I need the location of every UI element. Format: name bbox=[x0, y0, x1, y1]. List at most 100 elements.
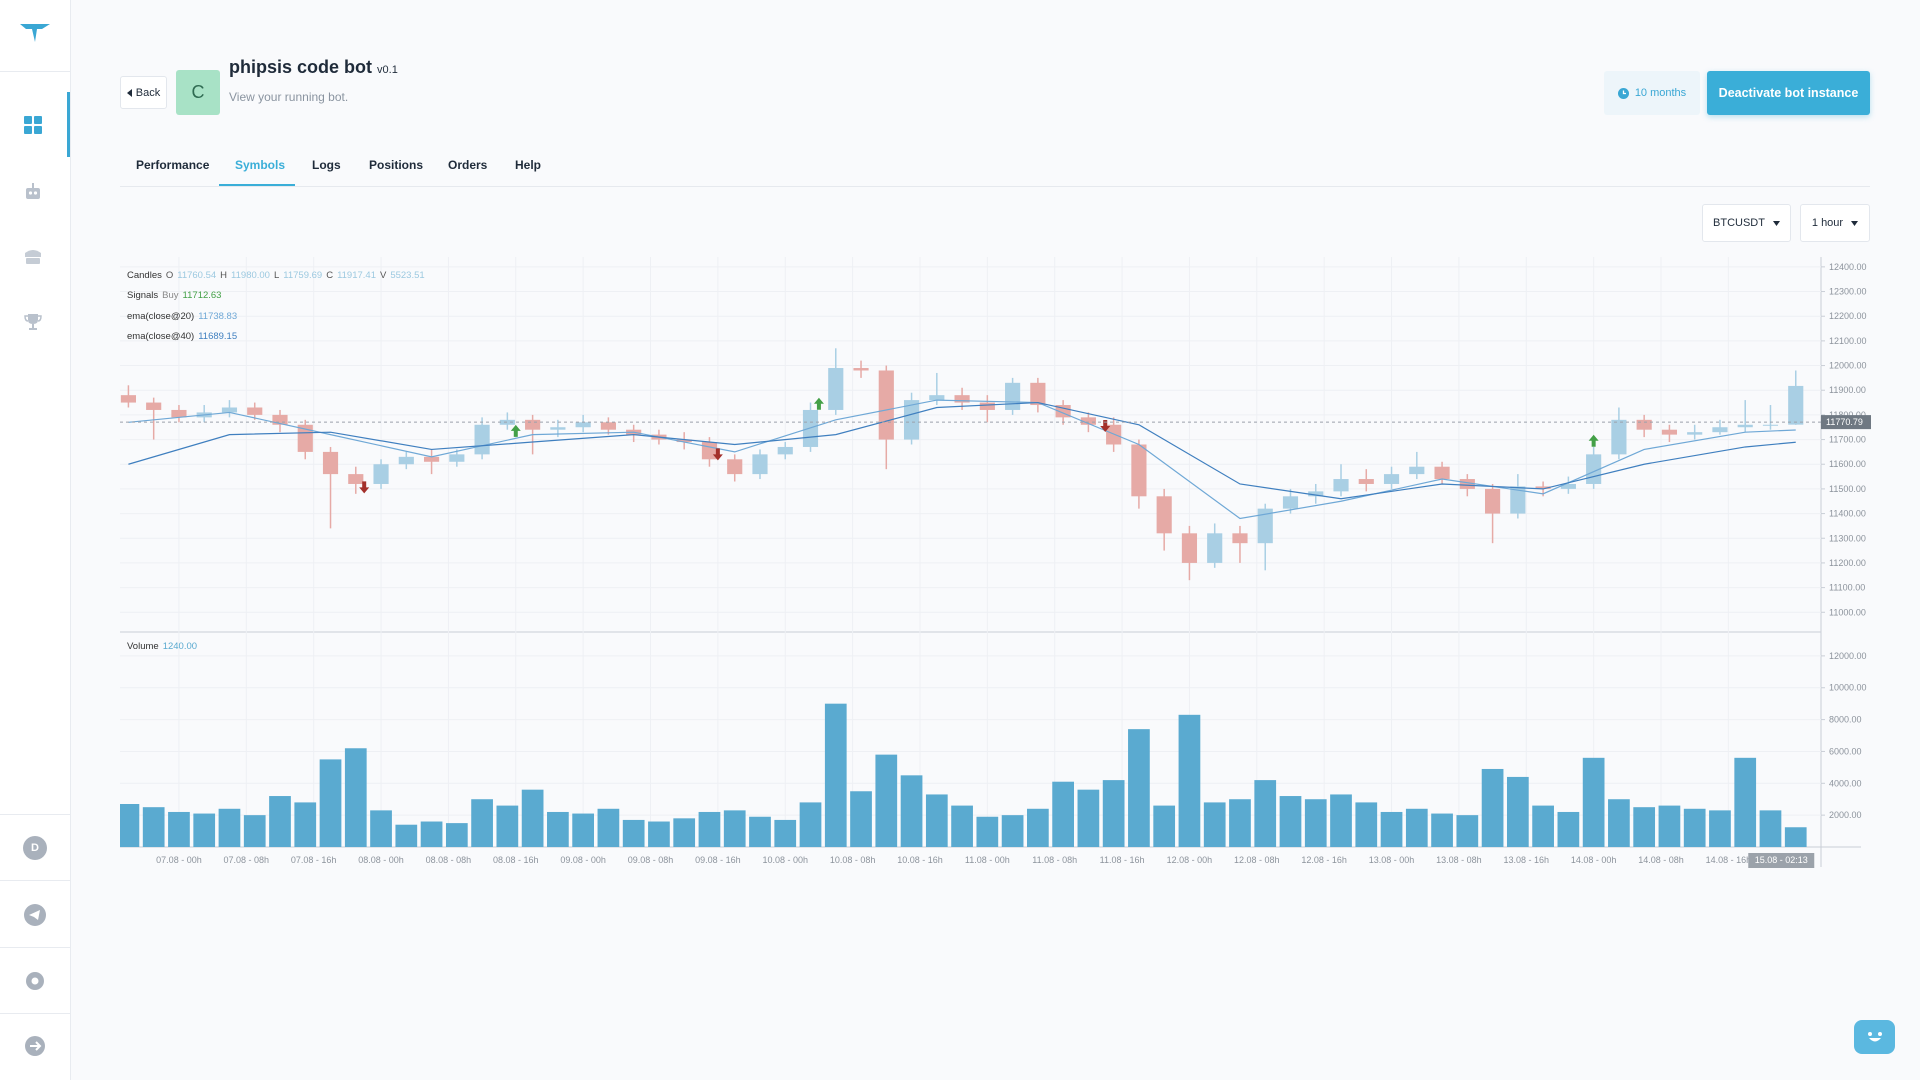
x-tick-label: 11.08 - 08h bbox=[1032, 855, 1077, 865]
candle-body bbox=[1762, 424, 1779, 426]
legend-key: C bbox=[326, 270, 333, 281]
candle-body bbox=[1687, 432, 1703, 435]
volume-bar bbox=[597, 808, 620, 847]
legend-value: 11759.69 bbox=[283, 270, 322, 281]
volume-bar bbox=[1304, 799, 1327, 847]
logout-icon[interactable] bbox=[23, 1034, 47, 1058]
x-tick-label: 07.08 - 08h bbox=[224, 855, 270, 865]
tab[interactable]: Logs bbox=[312, 158, 341, 172]
y-tick-label: 2000.00 bbox=[1829, 810, 1862, 820]
candle-body bbox=[954, 395, 970, 403]
volume-bar bbox=[319, 759, 342, 847]
volume-bar bbox=[723, 810, 746, 847]
tab[interactable]: Orders bbox=[448, 158, 488, 172]
x-tick-label: 07.08 - 16h bbox=[291, 855, 337, 865]
volume-bar bbox=[1229, 799, 1251, 847]
candle-body bbox=[1308, 491, 1324, 497]
y-tick-label: 11700.00 bbox=[1829, 435, 1866, 445]
volume-bar bbox=[193, 813, 216, 847]
volume-bar bbox=[420, 821, 443, 847]
volume-bar bbox=[120, 804, 140, 847]
volume-bar bbox=[799, 802, 822, 847]
candle-body bbox=[701, 442, 718, 460]
x-tick-label: 14.08 - 00h bbox=[1571, 855, 1617, 865]
x-tick-label: 07.08 - 00h bbox=[156, 855, 202, 865]
telegram-icon[interactable] bbox=[23, 903, 47, 927]
volume-bar bbox=[1608, 799, 1630, 847]
sidebar: D bbox=[0, 0, 71, 1080]
candle-body bbox=[1560, 483, 1576, 489]
settings-icon[interactable] bbox=[23, 969, 47, 993]
candle-body bbox=[322, 451, 339, 475]
tab-active[interactable]: Symbols bbox=[235, 158, 286, 172]
x-tick-label: 08.08 - 16h bbox=[493, 855, 539, 865]
candle-body bbox=[1207, 533, 1223, 563]
user-avatar[interactable]: D bbox=[23, 836, 47, 860]
trophy-icon[interactable] bbox=[23, 313, 43, 331]
y-tick-label: 4000.00 bbox=[1829, 778, 1862, 788]
bot-version: v0.1 bbox=[377, 64, 398, 76]
volume-bar bbox=[142, 807, 165, 847]
candle-body bbox=[550, 427, 566, 430]
candle-body bbox=[1005, 382, 1021, 410]
x-tick-label: 13.08 - 00h bbox=[1369, 855, 1415, 865]
store-icon[interactable] bbox=[23, 248, 43, 266]
candle-body bbox=[348, 474, 364, 484]
volume-bar bbox=[496, 805, 519, 847]
legend-value: 11738.83 bbox=[198, 311, 237, 322]
volume-bar bbox=[1557, 811, 1580, 847]
volume-bar bbox=[294, 802, 317, 847]
candle-body bbox=[979, 402, 995, 410]
chat-widget[interactable] bbox=[1854, 1020, 1895, 1054]
back-button[interactable]: Back bbox=[120, 76, 167, 109]
volume-bar bbox=[1456, 815, 1479, 847]
bots-icon[interactable] bbox=[23, 182, 43, 200]
x-tick-label: 14.08 - 16h bbox=[1706, 855, 1752, 865]
volume-bar bbox=[1633, 807, 1656, 847]
candle-body bbox=[272, 414, 288, 425]
volume-bar bbox=[976, 816, 999, 847]
volume-bar bbox=[1481, 768, 1504, 847]
volume-bar bbox=[1658, 805, 1681, 847]
caret bbox=[1772, 220, 1780, 226]
tab[interactable]: Help bbox=[515, 158, 542, 172]
back-label: Back bbox=[135, 86, 161, 99]
volume-bar bbox=[1027, 808, 1049, 847]
symbol-select[interactable]: BTCUSDT bbox=[1702, 204, 1791, 242]
y-tick-label: 10000.00 bbox=[1829, 683, 1867, 693]
candle-body bbox=[146, 402, 162, 410]
deactivate-button[interactable]: Deactivate bot instance bbox=[1707, 71, 1870, 115]
time-tag bbox=[1748, 853, 1815, 868]
candle-body bbox=[903, 400, 920, 440]
volume-bar bbox=[1582, 757, 1605, 847]
candle-body bbox=[1156, 496, 1172, 534]
candle-body bbox=[1459, 479, 1475, 489]
legend-row: Candles O 11760.54 H 11980.00 L 11759.69 C 11917… bbox=[127, 270, 425, 281]
candle-body bbox=[1383, 474, 1400, 484]
volume-bar bbox=[925, 794, 948, 847]
candle-body bbox=[727, 459, 743, 475]
legend-value: 11917.41 bbox=[337, 270, 376, 281]
volume-bar bbox=[445, 823, 468, 847]
x-tick-label: 09.08 - 00h bbox=[560, 855, 606, 865]
bot-subtitle: View your running bot. bbox=[229, 90, 349, 104]
interval-select[interactable]: 1 hour bbox=[1800, 204, 1870, 242]
x-tick-label: 10.08 - 00h bbox=[762, 855, 808, 865]
dashboard-icon[interactable] bbox=[23, 116, 43, 134]
candle-body bbox=[499, 419, 515, 425]
volume-bar bbox=[622, 819, 645, 847]
volume-bar bbox=[850, 791, 872, 847]
candle-body bbox=[1131, 444, 1147, 497]
candle-body bbox=[221, 407, 238, 413]
volume-bar bbox=[1153, 805, 1176, 847]
candle-body bbox=[1409, 466, 1425, 475]
candle-body bbox=[1535, 486, 1551, 489]
volume-bar bbox=[1203, 802, 1226, 847]
tab[interactable]: Positions bbox=[369, 158, 424, 172]
candle-body bbox=[1510, 486, 1526, 514]
tab[interactable]: Performance bbox=[136, 158, 210, 172]
bot-title-row: phipsis code bot v0.1 bbox=[229, 57, 398, 78]
candle-body bbox=[1434, 466, 1450, 480]
candle-body bbox=[525, 419, 541, 430]
